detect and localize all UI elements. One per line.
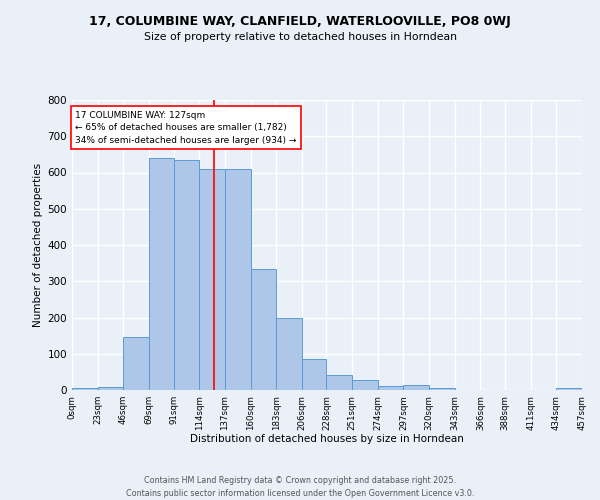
Text: 17 COLUMBINE WAY: 127sqm
← 65% of detached houses are smaller (1,782)
34% of sem: 17 COLUMBINE WAY: 127sqm ← 65% of detach…	[76, 111, 297, 145]
Bar	[199, 169, 225, 390]
Bar	[173, 160, 199, 390]
Bar	[556, 388, 582, 390]
Bar	[302, 359, 326, 390]
Bar	[276, 318, 302, 390]
Text: Contains HM Land Registry data © Crown copyright and database right 2025.
Contai: Contains HM Land Registry data © Crown c…	[126, 476, 474, 498]
Bar	[225, 169, 251, 390]
Text: Size of property relative to detached houses in Horndean: Size of property relative to detached ho…	[143, 32, 457, 42]
Bar	[124, 338, 149, 390]
Bar	[403, 386, 429, 390]
Text: 17, COLUMBINE WAY, CLANFIELD, WATERLOOVILLE, PO8 0WJ: 17, COLUMBINE WAY, CLANFIELD, WATERLOOVI…	[89, 15, 511, 28]
Bar	[98, 387, 124, 390]
Bar	[429, 388, 455, 390]
Bar	[72, 388, 98, 390]
Bar	[149, 158, 173, 390]
Bar	[352, 380, 378, 390]
Bar	[378, 386, 403, 390]
Bar	[326, 375, 352, 390]
X-axis label: Distribution of detached houses by size in Horndean: Distribution of detached houses by size …	[190, 434, 464, 444]
Bar	[251, 268, 276, 390]
Y-axis label: Number of detached properties: Number of detached properties	[34, 163, 43, 327]
